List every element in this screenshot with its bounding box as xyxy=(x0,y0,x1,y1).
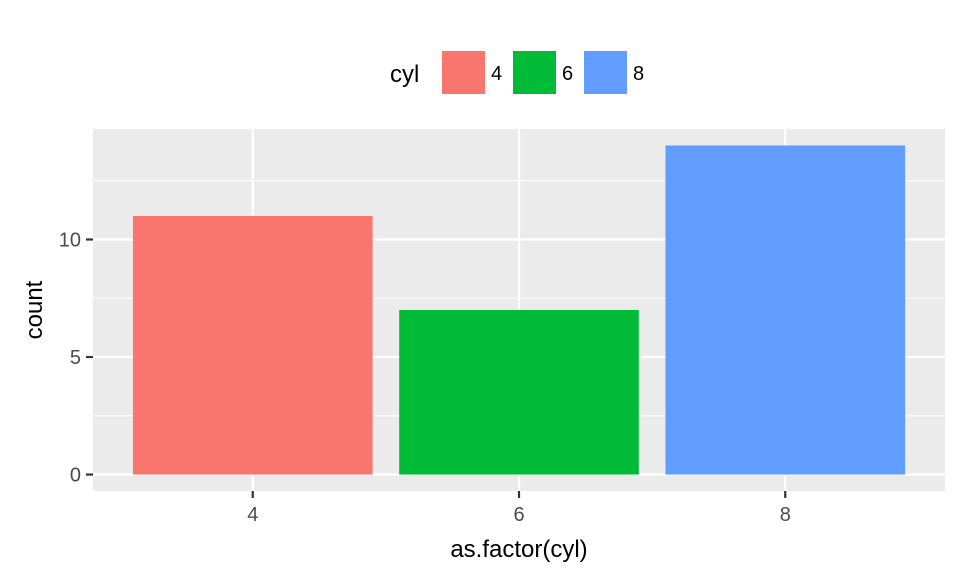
x-tick-label: 6 xyxy=(513,504,524,526)
x-tick-label: 4 xyxy=(247,504,258,526)
bar-4 xyxy=(132,215,373,475)
y-tick-label: 10 xyxy=(59,229,81,251)
y-tick-label: 5 xyxy=(70,347,81,369)
legend-label-6: 6 xyxy=(562,63,573,85)
legend-key-6 xyxy=(513,51,556,94)
legend-title: cyl xyxy=(390,61,419,88)
bar-6 xyxy=(399,310,639,475)
legend-key-8 xyxy=(584,51,627,94)
legend-key-4 xyxy=(442,51,485,94)
bars xyxy=(132,145,906,475)
legend-label-8: 8 xyxy=(633,63,644,85)
x-axis: 4 6 8 xyxy=(247,491,791,526)
x-tick-label: 8 xyxy=(780,504,791,526)
bar-8 xyxy=(665,145,906,475)
legend-label-4: 4 xyxy=(491,63,502,85)
legend: cyl 4 6 8 xyxy=(390,51,644,94)
y-axis: 0 5 10 xyxy=(59,229,93,487)
y-axis-title: count xyxy=(21,280,48,339)
x-axis-title: as.factor(cyl) xyxy=(450,536,587,563)
y-tick-label: 0 xyxy=(70,465,81,487)
